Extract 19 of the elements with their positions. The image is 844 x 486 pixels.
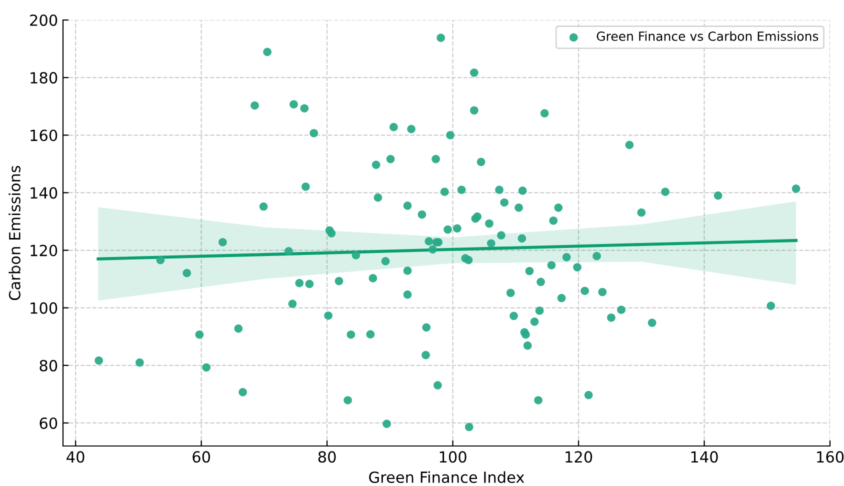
- x-tick-label: 40: [66, 451, 84, 463]
- y-tick-label: 140: [30, 187, 58, 199]
- x-tick-label: 100: [440, 451, 466, 463]
- y-axis-title: Carbon Emissions: [8, 166, 20, 300]
- y-tick-label: 160: [30, 130, 58, 142]
- y-tick-label: 120: [30, 244, 58, 256]
- x-tick-label: 80: [318, 451, 336, 463]
- x-tick-label: 60: [192, 451, 210, 463]
- y-tick-label: 200: [30, 14, 58, 26]
- x-tick-label: 120: [566, 451, 592, 463]
- y-tick-label: 80: [40, 360, 58, 372]
- x-tick-label: 140: [691, 451, 718, 463]
- legend-label: Green Finance vs Carbon Emissions: [596, 31, 818, 41]
- x-axis-title: Green Finance Index: [369, 471, 524, 484]
- y-tick-label: 180: [30, 72, 58, 84]
- y-tick-label: 100: [30, 302, 58, 314]
- line-series: [96, 238, 798, 260]
- x-tick-label: 160: [817, 451, 844, 463]
- y-tick-label: 60: [40, 417, 58, 429]
